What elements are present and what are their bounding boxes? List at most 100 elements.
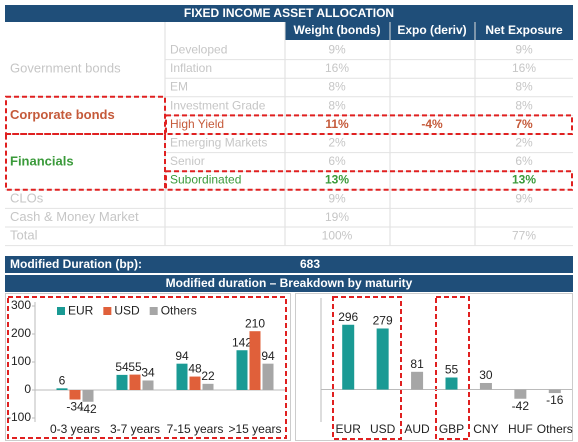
section-label: Total <box>10 228 38 243</box>
breakdown-title: Modified duration – Breakdown by maturit… <box>166 276 413 290</box>
data-label: 6 <box>59 373 66 387</box>
legend-label: Others <box>161 304 197 318</box>
bar <box>142 380 154 390</box>
legend-swatch <box>103 307 112 315</box>
duration-value: 683 <box>300 257 320 271</box>
section-label: Financials <box>10 153 74 168</box>
highlight-box <box>165 170 573 191</box>
duration-label: Modified Duration (bp): <box>10 257 142 271</box>
section-label: CLOs <box>10 191 44 206</box>
data-label: 22 <box>201 369 215 383</box>
column-header: Weight (bonds) <box>293 23 380 37</box>
bar <box>82 390 94 402</box>
cell-value: 16% <box>325 61 349 75</box>
highlight-box <box>5 133 166 191</box>
row-label: EM <box>170 80 188 94</box>
column-header: Net Exposure <box>485 23 563 37</box>
column-header: Expo (deriv) <box>397 23 466 37</box>
data-label: -34 <box>66 400 84 414</box>
y-tick-label: 100 <box>11 354 31 368</box>
data-label: 30 <box>479 368 493 382</box>
data-label: 296 <box>338 310 358 324</box>
cell-value: 6% <box>328 154 346 168</box>
legend-swatch <box>57 307 65 315</box>
legend-swatch <box>149 307 158 315</box>
data-label: -16 <box>546 393 564 407</box>
bar <box>262 363 274 390</box>
data-label: 142 <box>232 335 252 349</box>
cell-value: 16% <box>512 61 536 75</box>
legend-label: USD <box>114 304 140 318</box>
cell-value: -4% <box>421 117 443 131</box>
cell-value: 77% <box>512 228 536 242</box>
x-tick-label: 7-15 years <box>167 422 224 436</box>
cell-value: 8% <box>515 80 533 94</box>
x-tick-label: AUD <box>404 422 430 436</box>
row-label: High Yield <box>170 117 224 131</box>
right-chart-frame <box>295 293 573 441</box>
data-label: -42 <box>79 402 97 416</box>
data-label: 48 <box>188 362 202 376</box>
highlight-box <box>7 296 287 439</box>
data-label: 94 <box>175 349 189 363</box>
x-tick-label: Others <box>537 422 573 436</box>
y-tick-label: 200 <box>11 326 31 340</box>
cell-value: 11% <box>325 117 349 131</box>
row-label: Investment Grade <box>170 98 266 112</box>
cell-value: 2% <box>515 135 533 149</box>
y-tick-label: -100 <box>7 410 31 424</box>
cell-value: 8% <box>328 80 346 94</box>
cell-value: 7% <box>515 117 533 131</box>
cell-value: 19% <box>325 210 349 224</box>
data-label: 94 <box>261 349 275 363</box>
bar <box>479 382 492 390</box>
bar <box>69 390 81 400</box>
bar <box>176 363 188 390</box>
title-bar <box>5 5 573 22</box>
highlight-box <box>435 296 470 440</box>
data-label: 34 <box>141 366 155 380</box>
row-label: Developed <box>170 42 227 56</box>
legend-label: EUR <box>68 304 94 318</box>
table-title: FIXED INCOME ASSET ALLOCATION <box>184 6 394 20</box>
row-label: Senior <box>170 154 205 168</box>
section-label: Government bonds <box>10 60 121 75</box>
cell-value: 13% <box>512 173 536 187</box>
bar <box>376 328 389 390</box>
duration-bar <box>5 256 573 273</box>
section-label: Corporate bonds <box>10 107 115 122</box>
x-tick-label: 0-3 years <box>50 422 100 436</box>
bar <box>236 350 248 390</box>
cell-value: 13% <box>325 173 349 187</box>
section-label: Cash & Money Market <box>10 209 139 224</box>
cell-value: 9% <box>328 42 346 56</box>
highlight-box <box>332 296 402 440</box>
data-label: 210 <box>245 316 265 330</box>
x-tick-label: CNY <box>473 422 498 436</box>
cell-value: 9% <box>328 191 346 205</box>
cell-value: 8% <box>328 98 346 112</box>
bar <box>548 389 561 394</box>
cell-value: 100% <box>322 228 353 242</box>
x-tick-label: >15 years <box>228 422 281 436</box>
bar <box>116 374 128 390</box>
row-label: Inflation <box>170 61 212 75</box>
bar <box>56 388 68 390</box>
y-tick-label: 300 <box>11 298 31 312</box>
cell-value: 6% <box>515 154 533 168</box>
row-label: Subordinated <box>170 173 241 187</box>
cell-value: 9% <box>515 42 533 56</box>
x-tick-label: 3-7 years <box>110 422 160 436</box>
y-tick-label: 0 <box>24 382 31 396</box>
bar <box>514 389 527 399</box>
bar <box>411 371 424 390</box>
data-label: 81 <box>410 357 424 371</box>
x-tick-label: USD <box>370 422 396 436</box>
data-label: 279 <box>373 314 393 328</box>
x-tick-label: HUF <box>508 422 533 436</box>
bar <box>445 377 458 390</box>
data-label: 54 <box>115 360 129 374</box>
x-tick-label: GBP <box>439 422 464 436</box>
bar <box>189 376 201 390</box>
